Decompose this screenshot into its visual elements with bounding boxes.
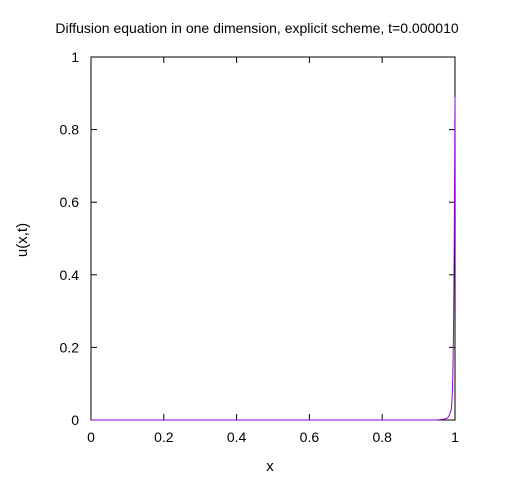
x-tick-label: 0 <box>87 429 95 445</box>
x-axis-label: x <box>266 458 274 475</box>
y-tick-label: 0.6 <box>60 194 80 210</box>
y-axis-ticks: 0 0.2 0.4 0.6 0.8 1 <box>60 49 455 428</box>
x-tick-label: 0.4 <box>227 429 247 445</box>
x-axis-ticks: 0 0.2 0.4 0.6 0.8 1 <box>87 57 459 445</box>
x-tick-label: 1 <box>451 429 459 445</box>
plot-frame <box>90 56 456 421</box>
chart-title: Diffusion equation in one dimension, exp… <box>55 20 458 36</box>
series-layer <box>91 96 456 421</box>
series-line-0 <box>91 96 456 421</box>
y-tick-label: 0 <box>71 412 79 428</box>
y-tick-label: 1 <box>71 49 79 65</box>
y-tick-label: 0.2 <box>60 339 80 355</box>
x-tick-label: 0.6 <box>300 429 320 445</box>
y-axis-label: u(x,t) <box>14 223 31 257</box>
x-tick-label: 0.8 <box>372 429 392 445</box>
x-tick-label: 0.2 <box>154 429 174 445</box>
y-tick-label: 0.4 <box>60 267 80 283</box>
y-tick-label: 0.8 <box>60 122 80 138</box>
